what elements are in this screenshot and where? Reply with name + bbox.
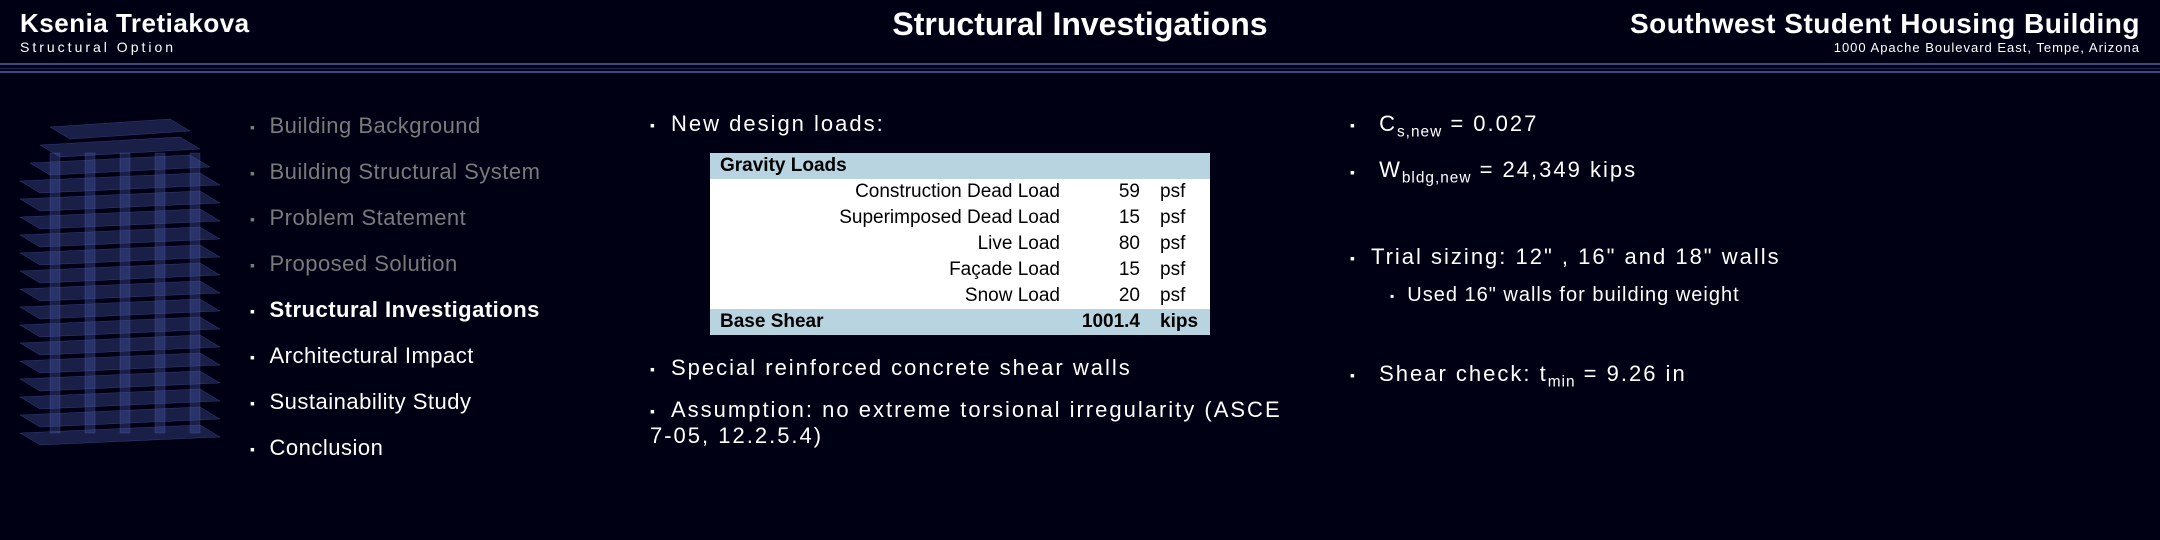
nav-item[interactable]: Sustainability Study [250,379,630,425]
table-row: Construction Dead Load59psf [710,179,1210,205]
gravity-loads-table: Gravity Loads Construction Dead Load59ps… [710,153,1210,335]
cs-value: Cs,new = 0.027 [1350,103,2130,149]
nav-list: Building BackgroundBuilding Structural S… [250,93,630,471]
page-title: Structural Investigations [892,6,1267,43]
building-graphic [10,93,230,453]
shear-check: Shear check: tmin = 9.26 in [1350,353,2130,399]
assumption-bullet: Assumption: no extreme torsional irregul… [650,389,1290,457]
trial-sizing: Trial sizing: 12" , 16" and 18" walls [1350,236,2130,278]
trial-sizing-sub: Used 16" walls for building weight [1350,278,2130,313]
project-address: 1000 Apache Boulevard East, Tempe, Arizo… [1630,40,2140,55]
nav-item[interactable]: Building Background [250,103,630,149]
table-row: Live Load80psf [710,231,1210,257]
loads-heading: New design loads: [650,103,1290,145]
header-rule [0,63,2160,73]
nav-item[interactable]: Architectural Impact [250,333,630,379]
table-row: Façade Load15psf [710,257,1210,283]
nav-item[interactable]: Conclusion [250,425,630,471]
project-name: Southwest Student Housing Building [1630,8,2140,40]
base-shear-value: 1001.4 [1070,309,1150,335]
header: Ksenia Tretiakova Structural Option Stru… [0,0,2160,55]
content: Building BackgroundBuilding Structural S… [0,73,2160,471]
nav-item[interactable]: Proposed Solution [250,241,630,287]
author-block: Ksenia Tretiakova Structural Option [20,8,250,55]
project-block: Southwest Student Housing Building 1000 … [1630,8,2140,55]
shear-walls-bullet: Special reinforced concrete shear walls [650,347,1290,389]
nav-item[interactable]: Building Structural System [250,149,630,195]
base-shear-label: Base Shear [710,309,1070,335]
nav-item[interactable]: Problem Statement [250,195,630,241]
nav-item[interactable]: Structural Investigations [250,287,630,333]
author-subtitle: Structural Option [20,39,250,55]
column-loads: New design loads: Gravity Loads Construc… [650,93,1290,471]
author-name: Ksenia Tretiakova [20,8,250,39]
weight-value: Wbldg,new = 24,349 kips [1350,149,2130,195]
table-header: Gravity Loads [710,153,1210,179]
table-row: Superimposed Dead Load15psf [710,205,1210,231]
base-shear-unit: kips [1150,309,1210,335]
table-row: Snow Load20psf [710,283,1210,309]
column-results: Cs,new = 0.027 Wbldg,new = 24,349 kips T… [1310,93,2130,471]
